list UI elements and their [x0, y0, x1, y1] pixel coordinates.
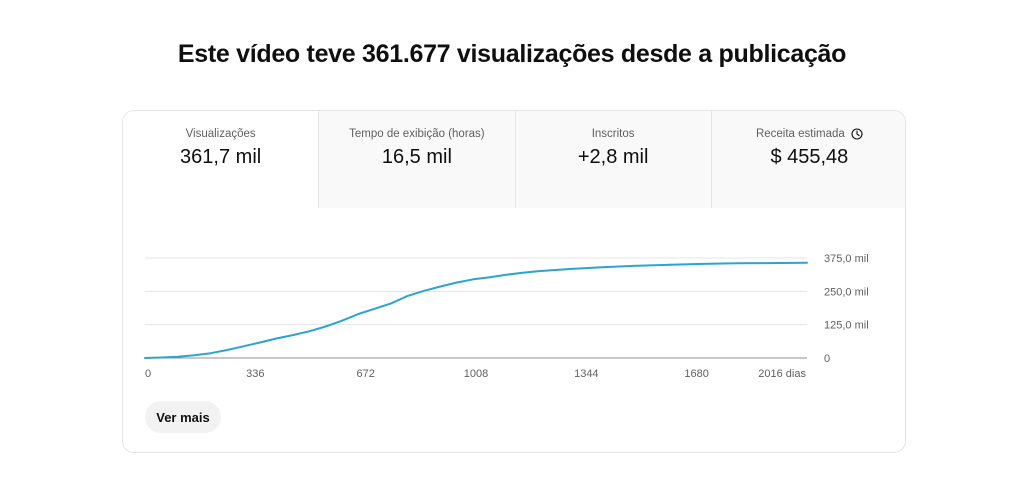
tab-label: Visualizações — [123, 128, 318, 140]
x-tick-label: 1680 — [684, 368, 708, 380]
tab-value: 361,7 mil — [180, 146, 262, 168]
tab-watch-time[interactable]: Tempo de exibição (horas) 16,5 mil — [318, 111, 515, 208]
clock-icon[interactable] — [851, 128, 863, 140]
chart-svg: 0 125,0 mil 250,0 mil 375,0 mil 0 336 672 1008 1… — [144, 253, 869, 380]
tab-revenue[interactable]: Receita estimada $ 455,48 — [710, 111, 905, 208]
tab-label: Tempo de exibição (horas) — [319, 128, 514, 140]
x-tick-label: 1344 — [574, 368, 598, 380]
see-more-button[interactable]: Ver mais — [145, 401, 221, 433]
tab-views[interactable]: Visualizações 361,7 mil — [123, 111, 319, 208]
x-tick-label: 0 — [145, 368, 151, 380]
tab-label-text: Receita estimada — [755, 128, 845, 140]
y-tick-label: 250,0 mil — [824, 286, 869, 298]
tab-label-text: Inscritos — [591, 128, 635, 140]
tab-label-text: Tempo de exibição (horas) — [349, 128, 485, 140]
tab-value: 16,5 mil — [381, 146, 452, 168]
y-tick-label: 125,0 mil — [824, 320, 869, 332]
x-tick-label: 1008 — [464, 368, 488, 380]
tab-label: Inscritos — [516, 128, 711, 140]
page-title: Este vídeo teve 361.677 visualizações de… — [177, 40, 847, 68]
views-series-line — [144, 261, 808, 359]
x-tick-label: 336 — [246, 368, 264, 380]
tab-value: $ 455,48 — [770, 146, 849, 168]
tab-value: +2,8 mil — [577, 146, 649, 168]
metric-tabs: Visualizações 361,7 mil Tempo de exibiçã… — [123, 111, 905, 208]
analytics-card: Visualizações 361,7 mil Tempo de exibiçã… — [122, 110, 906, 453]
x-tick-label: 2016 dias — [758, 368, 806, 380]
tab-label: Receita estimada — [712, 128, 905, 140]
y-tick-label: 0 — [824, 353, 830, 365]
y-tick-label: 375,0 mil — [824, 253, 869, 265]
x-tick-label: 672 — [356, 368, 374, 380]
tab-subscribers[interactable]: Inscritos +2,8 mil — [514, 111, 711, 208]
views-chart: 0 125,0 mil 250,0 mil 375,0 mil 0 336 672 1008 1… — [123, 208, 905, 388]
tab-label-text: Visualizações — [185, 128, 256, 140]
